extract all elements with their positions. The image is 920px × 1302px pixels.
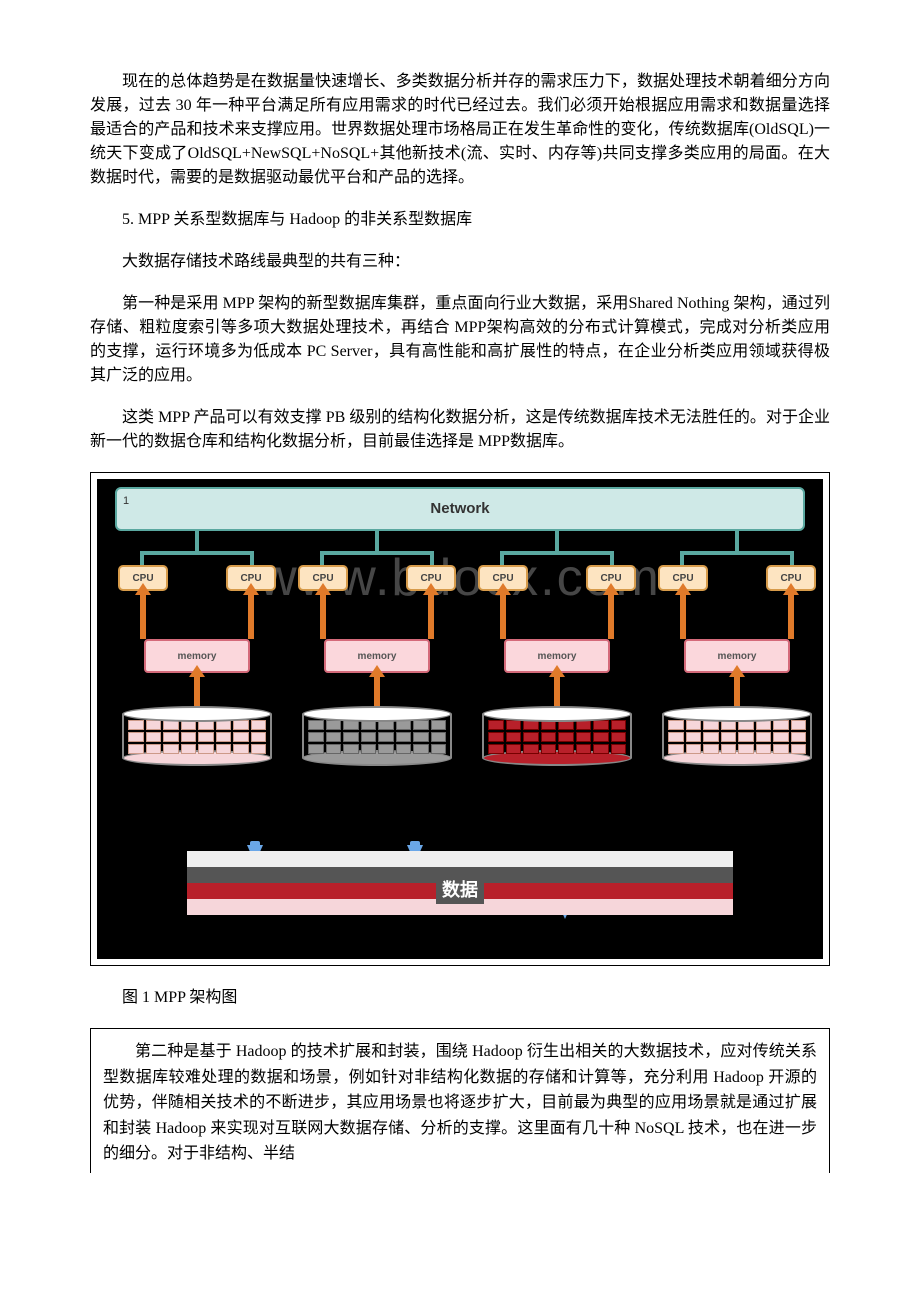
network-bar-left-marker: 1 — [123, 493, 129, 510]
arrow-icon — [680, 593, 686, 639]
cluster-1: CPU CPU memory — [112, 531, 282, 746]
arrow-icon — [554, 675, 560, 709]
arrow-icon — [194, 675, 200, 709]
arrow-icon — [428, 593, 434, 639]
network-bar: 1 Network — [115, 487, 805, 531]
arrow-icon — [788, 593, 794, 639]
arrow-icon — [374, 675, 380, 709]
arrow-icon — [608, 593, 614, 639]
cluster-4: CPU CPU memory — [652, 531, 822, 746]
data-label: 数据 — [436, 877, 484, 904]
network-label: Network — [430, 498, 489, 521]
disk-cylinder — [482, 706, 632, 766]
section-5-title: 5. MPP 关系型数据库与 Hadoop 的非关系型数据库 — [90, 208, 830, 232]
connector-leg — [140, 553, 144, 565]
paragraph-mpp-pb: 这类 MPP 产品可以有效支撑 PB 级别的结构化数据分析，这是传统数据库技术无… — [90, 406, 830, 454]
paragraph-trend: 现在的总体趋势是在数据量快速增长、多类数据分析并存的需求压力下，数据处理技术朝着… — [90, 70, 830, 190]
paragraph-intro-3types: 大数据存储技术路线最典型的共有三种： — [90, 250, 830, 274]
connector-horizontal — [140, 551, 254, 555]
arrow-icon — [500, 593, 506, 639]
paragraph-type2-hadoop: 第二种是基于 Hadoop 的技术扩展和封装，围绕 Hadoop 衍生出相关的大… — [90, 1028, 830, 1173]
cluster-3: CPU CPU memory — [472, 531, 642, 746]
connector-leg — [250, 553, 254, 565]
mpp-architecture-diagram: 1 Network www.bdocx.com CPU CPU memory — [97, 479, 823, 959]
arrow-icon — [320, 593, 326, 639]
figure-1-caption: 图 1 MPP 架构图 — [90, 986, 830, 1010]
disk-cylinder — [302, 706, 452, 766]
connector-vertical — [195, 531, 199, 553]
data-strip: 数据 — [187, 851, 733, 929]
cluster-2: CPU CPU memory — [292, 531, 462, 746]
figure-1-wrapper: 1 Network www.bdocx.com CPU CPU memory — [90, 472, 830, 966]
paragraph-type1-mpp: 第一种是采用 MPP 架构的新型数据库集群，重点面向行业大数据，采用Shared… — [90, 292, 830, 388]
arrow-icon — [248, 593, 254, 639]
arrow-icon — [140, 593, 146, 639]
disk-cylinder — [122, 706, 272, 766]
arrow-icon — [734, 675, 740, 709]
disk-cylinder — [662, 706, 812, 766]
